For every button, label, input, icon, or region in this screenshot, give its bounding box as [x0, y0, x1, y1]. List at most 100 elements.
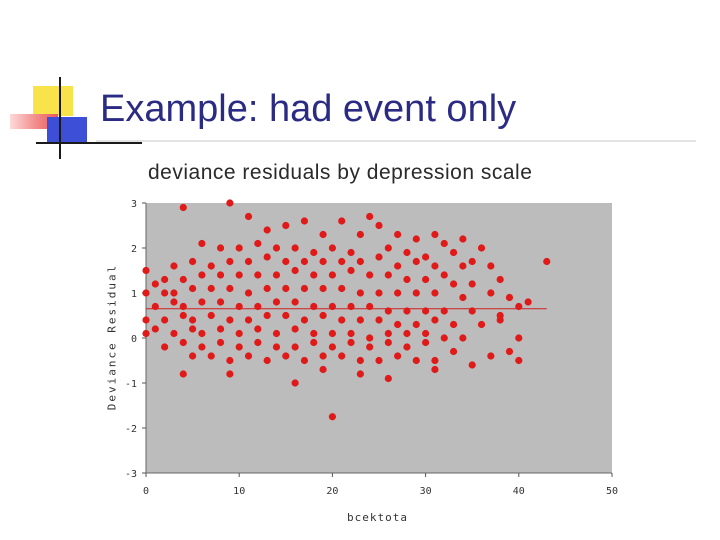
data-point [338, 316, 346, 324]
data-point [338, 284, 346, 293]
data-point [319, 352, 327, 360]
data-point [431, 262, 439, 270]
y-tick-label: 3 [131, 199, 137, 210]
data-point [347, 302, 355, 311]
data-point [216, 244, 225, 252]
data-point [422, 307, 430, 315]
data-point [366, 302, 374, 311]
data-point [394, 289, 402, 297]
data-point [431, 356, 439, 365]
data-point [216, 325, 225, 333]
data-point [161, 275, 169, 284]
data-point [189, 257, 197, 266]
data-point [291, 325, 299, 333]
y-tick-label: 2 [131, 244, 137, 255]
data-point [263, 356, 271, 365]
data-point [319, 257, 327, 266]
data-point [347, 248, 355, 257]
data-point [459, 235, 467, 243]
data-point [272, 329, 281, 338]
data-point [440, 271, 448, 279]
data-point [487, 289, 495, 297]
data-point [468, 280, 476, 288]
data-point [394, 352, 402, 360]
y-axis-label: Deviance Residual [105, 263, 119, 411]
data-point [198, 343, 206, 351]
data-point [487, 352, 495, 360]
data-point [282, 311, 290, 320]
data-point [272, 271, 281, 279]
slide-title: Example: had event only [100, 88, 517, 130]
data-point [151, 280, 159, 288]
data-point [384, 244, 392, 252]
data-point [403, 248, 411, 257]
data-point [412, 320, 420, 329]
data-point [422, 338, 430, 347]
data-point [179, 275, 187, 284]
data-point [440, 307, 448, 315]
data-point [487, 262, 495, 270]
data-point [142, 266, 150, 275]
data-point [338, 257, 346, 266]
data-point [189, 352, 197, 360]
data-point [328, 413, 336, 421]
data-point [189, 316, 197, 324]
data-point [207, 262, 215, 270]
data-point [282, 257, 290, 266]
data-point [142, 316, 150, 324]
data-point [431, 230, 439, 239]
data-point [319, 365, 327, 374]
data-point [151, 302, 159, 311]
data-point [403, 307, 411, 315]
data-point [449, 320, 458, 329]
data-point [310, 248, 318, 257]
data-point [207, 311, 215, 320]
decorative-horizontal-line [36, 142, 142, 144]
data-point [179, 311, 187, 320]
y-tick-label: -1 [125, 379, 137, 390]
data-point [254, 325, 262, 333]
data-point [310, 338, 318, 347]
data-point [375, 221, 383, 230]
data-point [310, 302, 318, 311]
data-point [468, 257, 476, 266]
data-point [282, 221, 290, 230]
data-point [403, 329, 411, 338]
data-point [505, 293, 514, 302]
data-point [328, 329, 336, 338]
data-point [300, 356, 309, 365]
data-point [328, 271, 336, 279]
data-point [366, 212, 374, 221]
data-point [161, 289, 169, 297]
plot-area [146, 203, 612, 473]
y-tick-label: 0 [131, 334, 137, 345]
data-point [151, 325, 159, 333]
data-point [170, 262, 178, 270]
data-point [207, 284, 215, 293]
data-point [412, 235, 420, 243]
data-point [235, 329, 243, 338]
data-point [356, 356, 364, 365]
data-point [431, 289, 439, 297]
data-point [235, 244, 243, 252]
data-point [468, 307, 476, 315]
data-point [216, 298, 225, 306]
data-point [170, 289, 178, 297]
data-point [384, 374, 392, 383]
data-point [496, 275, 504, 284]
x-tick-label: 50 [606, 486, 618, 497]
decorative-blue-square [47, 117, 87, 143]
data-point [459, 262, 467, 270]
data-point [310, 329, 318, 338]
data-point [328, 244, 336, 252]
data-point [366, 334, 374, 342]
data-point [412, 356, 420, 365]
data-point [403, 275, 411, 284]
data-point [254, 302, 262, 311]
data-point [524, 298, 532, 306]
data-point [282, 352, 290, 360]
data-point [300, 316, 309, 324]
data-point [375, 289, 383, 297]
data-point [263, 311, 271, 320]
data-point [272, 244, 281, 252]
